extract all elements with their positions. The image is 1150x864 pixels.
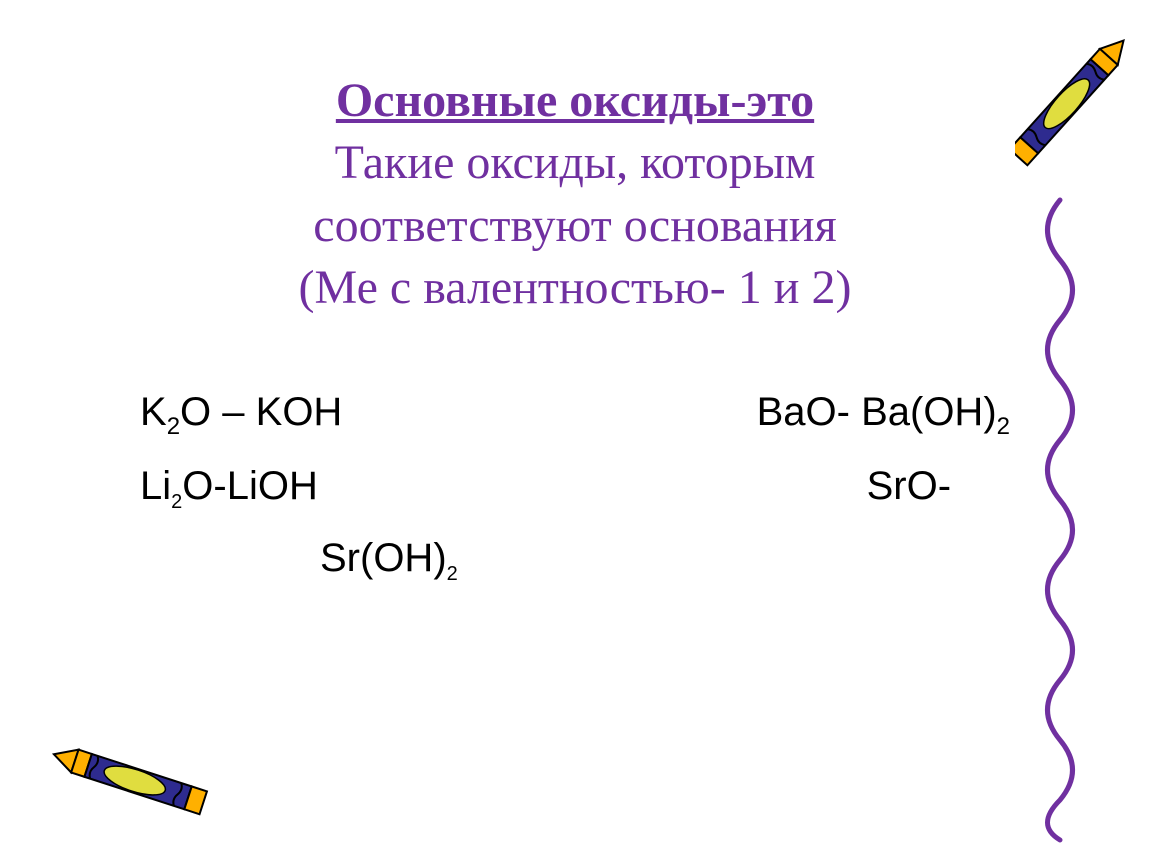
slide-container: Основные оксиды-это Такие оксиды, которы…	[0, 0, 1150, 864]
title-line-4: (Ме с валентностью- 1 и 2)	[80, 257, 1070, 319]
formula-text: O – KOH	[180, 390, 342, 434]
formula-sub: 2	[167, 413, 180, 440]
formula-text: BaO- Ba(OH)	[757, 390, 997, 434]
formula-k2o: K2O – KOH	[140, 380, 458, 446]
left-column: K2O – KOH Li2O-LiOH Sr(OH)2	[140, 380, 458, 598]
formula-li2o: Li2O-LiOH	[140, 454, 458, 518]
formula-sub: 2	[997, 413, 1010, 440]
crayon-bottom-icon	[30, 719, 230, 844]
title-line-2: Такие оксиды, которым	[80, 132, 1070, 194]
squiggle-icon	[1025, 195, 1095, 850]
right-column: BaO- Ba(OH)2 SrO-	[757, 380, 1010, 598]
formula-text: K	[140, 390, 167, 434]
formula-text: Li	[140, 464, 171, 508]
formula-text: SrO-	[867, 464, 951, 508]
title-block: Основные оксиды-это Такие оксиды, которы…	[80, 70, 1070, 320]
formula-sub: 2	[171, 491, 182, 513]
formula-sub: 2	[447, 563, 458, 585]
formula-bao: BaO- Ba(OH)2	[757, 380, 1010, 446]
formula-sro: SrO-	[867, 454, 1010, 518]
content-block: K2O – KOH Li2O-LiOH Sr(OH)2 BaO- Ba(OH)2…	[80, 380, 1070, 598]
formula-text: O-LiOH	[182, 464, 318, 508]
formula-sroh2: Sr(OH)2	[320, 526, 458, 590]
crayon-top-icon	[1015, 10, 1125, 195]
title-line-1: Основные оксиды-это	[80, 70, 1070, 132]
formula-text: Sr(OH)	[320, 536, 447, 580]
title-line-3: соответствуют основания	[80, 195, 1070, 257]
